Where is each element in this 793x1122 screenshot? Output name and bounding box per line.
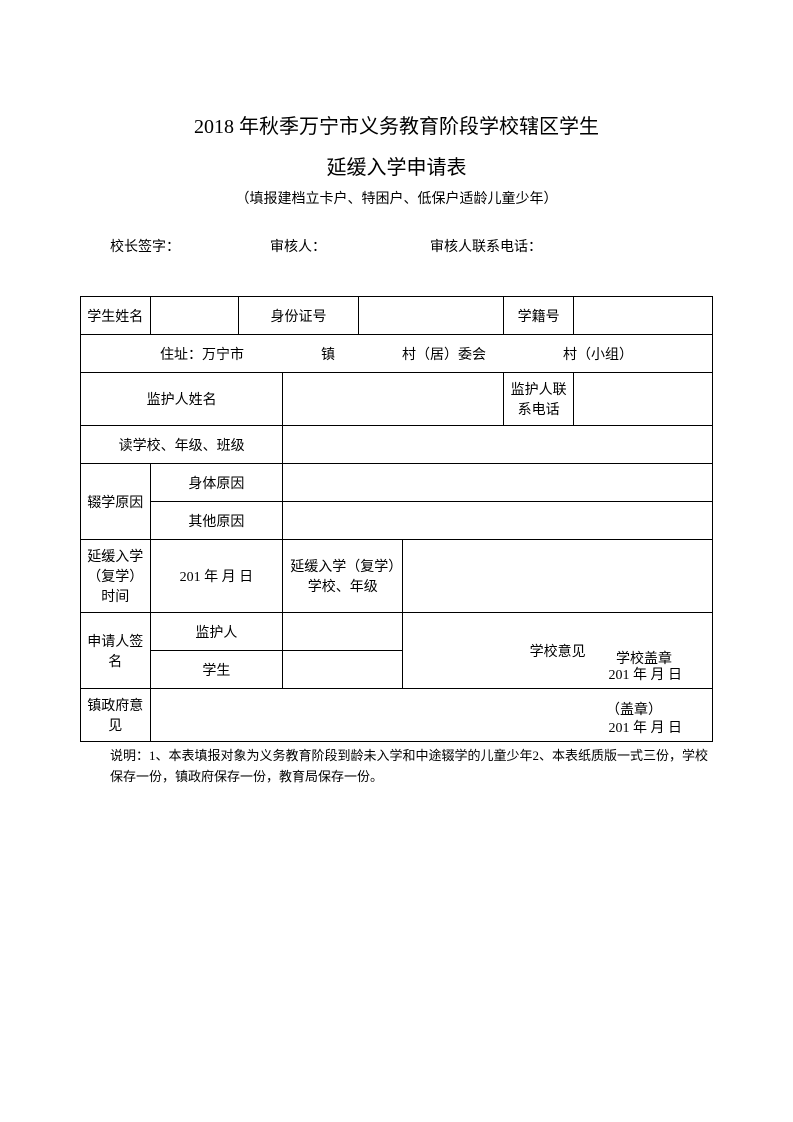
field-delay-school[interactable] [403, 540, 713, 613]
label-gov-opinion: 镇政府意见 [81, 689, 151, 742]
school-stamp-date: 201 年 月 日 [609, 664, 683, 684]
address-row[interactable]: 住址：万宁市 镇 村（居）委会 村（小组） [81, 335, 713, 373]
reviewer-phone-label: 审核人联系电话： [430, 236, 713, 256]
label-guardian-sign: 监护人 [150, 613, 283, 651]
address-town: 镇 [321, 348, 335, 363]
signature-row: 校长签字： 审核人： 审核人联系电话： [80, 236, 713, 256]
field-body-reason[interactable] [283, 464, 713, 502]
label-applicant-sign: 申请人签名 [81, 613, 151, 689]
address-group: 村（小组） [563, 348, 633, 363]
field-guardian-sign[interactable] [283, 613, 403, 651]
field-delay-date[interactable]: 201 年 月 日 [150, 540, 283, 613]
field-guardian-phone[interactable] [573, 373, 712, 426]
principal-sign-label: 校长签字： [110, 236, 270, 256]
label-guardian-phone: 监护人联系电话 [504, 373, 574, 426]
title-line1: 2018 年秋季万宁市义务教育阶段学校辖区学生 [80, 110, 713, 139]
field-student-sign[interactable] [283, 651, 403, 689]
label-id-number: 身份证号 [238, 297, 358, 335]
school-opinion-cell[interactable]: 学校意见 学校盖章 201 年 月 日 [403, 613, 713, 689]
address-prefix: 住址：万宁市 [160, 348, 244, 363]
field-guardian-name[interactable] [283, 373, 504, 426]
field-school-grade[interactable] [283, 426, 713, 464]
application-form-table: 学生姓名 身份证号 学籍号 住址：万宁市 镇 村（居）委会 村（小组） 监护人姓… [80, 296, 713, 742]
gov-stamp-date: 201 年 月 日 [609, 717, 683, 737]
field-student-name[interactable] [150, 297, 238, 335]
label-delay-time: 延缓入学（复学）时间 [81, 540, 151, 613]
label-student-sign: 学生 [150, 651, 283, 689]
gov-stamp-label: （盖章） [606, 699, 662, 719]
address-village: 村（居）委会 [402, 348, 486, 363]
title-line2: 延缓入学申请表 [80, 151, 713, 180]
field-gov-opinion[interactable]: （盖章） 201 年 月 日 [150, 689, 712, 742]
field-id-number[interactable] [359, 297, 504, 335]
label-school-grade: 读学校、年级、班级 [81, 426, 283, 464]
subtitle: （填报建档立卡户、特困户、低保户适龄儿童少年） [80, 188, 713, 208]
label-delay-school: 延缓入学（复学）学校、年级 [283, 540, 403, 613]
label-dropout-reason: 辍学原因 [81, 464, 151, 540]
label-body-reason: 身体原因 [150, 464, 283, 502]
label-student-name: 学生姓名 [81, 297, 151, 335]
footer-note: 说明：1、本表填报对象为义务教育阶段到龄未入学和中途辍学的儿童少年2、本表纸质版… [80, 746, 713, 788]
field-student-id[interactable] [573, 297, 712, 335]
reviewer-label: 审核人： [270, 236, 430, 256]
label-other-reason: 其他原因 [150, 502, 283, 540]
field-other-reason[interactable] [283, 502, 713, 540]
label-guardian-name: 监护人姓名 [81, 373, 283, 426]
label-student-id: 学籍号 [504, 297, 574, 335]
